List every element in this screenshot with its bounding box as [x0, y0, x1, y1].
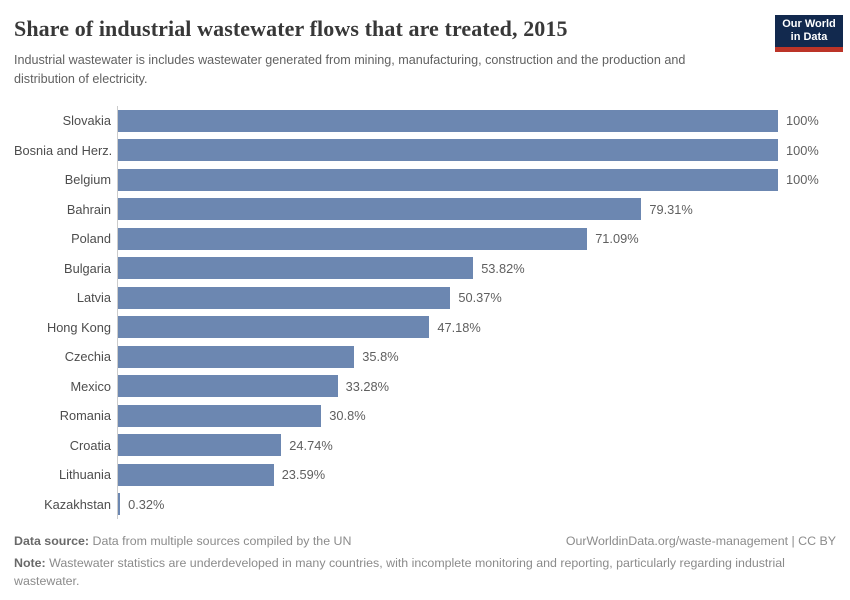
bar-row: Poland 71.09%: [14, 224, 836, 254]
bar[interactable]: [118, 463, 274, 486]
bar[interactable]: [118, 139, 778, 162]
bar[interactable]: [118, 109, 778, 132]
bar-track: 100%: [117, 165, 836, 195]
country-label: Bulgaria: [64, 260, 111, 276]
chart-header: Share of industrial wastewater flows tha…: [14, 15, 843, 89]
bar[interactable]: [118, 434, 282, 457]
bar-chart: Slovakia 100% Bosnia and Herz. 100% Belg…: [14, 106, 836, 519]
chart-footer: Data source: Data from multiple sources …: [14, 533, 836, 590]
bar-row: Croatia 24.74%: [14, 430, 836, 460]
bar-track: 50.37%: [117, 283, 836, 313]
value-label: 50.37%: [458, 290, 502, 306]
country-label: Romania: [59, 408, 111, 424]
value-label: 100%: [786, 172, 819, 188]
bar[interactable]: [118, 168, 778, 191]
country-label: Mexico: [70, 378, 111, 394]
bar[interactable]: [118, 316, 430, 339]
bar-row: Bahrain 79.31%: [14, 194, 836, 224]
bar-track: 35.8%: [117, 342, 836, 372]
country-label: Poland: [71, 231, 111, 247]
value-label: 79.31%: [649, 201, 693, 217]
value-label: 100%: [786, 142, 819, 158]
bar-row: Romania 30.8%: [14, 401, 836, 431]
note-label: Note:: [14, 556, 46, 570]
data-source-value: Data from multiple sources compiled by t…: [89, 534, 352, 548]
value-label: 24.74%: [289, 437, 333, 453]
bar-row: Belgium 100%: [14, 165, 836, 195]
bar-track: 71.09%: [117, 224, 836, 254]
country-label: Belgium: [64, 172, 111, 188]
bar[interactable]: [118, 345, 355, 368]
bar[interactable]: [118, 198, 642, 221]
bar[interactable]: [118, 227, 588, 250]
footer-source-line: Data source: Data from multiple sources …: [14, 533, 836, 550]
bar-row: Kazakhstan 0.32%: [14, 489, 836, 519]
bar[interactable]: [118, 493, 121, 516]
value-label: 47.18%: [437, 319, 481, 335]
owid-logo: Our World in Data: [775, 15, 843, 52]
bar-row: Bosnia and Herz. 100%: [14, 135, 836, 165]
country-label: Bosnia and Herz.: [14, 142, 113, 158]
bar-track: 47.18%: [117, 312, 836, 342]
owid-logo-line1: Our World: [782, 18, 836, 30]
footer-note: Note: Wastewater statistics are underdev…: [14, 554, 834, 590]
bar-track: 79.31%: [117, 194, 836, 224]
bar-row: Hong Kong 47.18%: [14, 312, 836, 342]
bar[interactable]: [118, 286, 451, 309]
bar-track: 53.82%: [117, 253, 836, 283]
value-label: 0.32%: [128, 496, 165, 512]
value-label: 35.8%: [362, 349, 399, 365]
note-text: Wastewater statistics are underdeveloped…: [14, 556, 785, 588]
bar-track: 100%: [117, 135, 836, 165]
value-label: 100%: [786, 113, 819, 129]
value-label: 71.09%: [595, 231, 639, 247]
data-source-label: Data source:: [14, 534, 90, 548]
owid-logo-line2: in Data: [790, 31, 828, 43]
bar-row: Bulgaria 53.82%: [14, 253, 836, 283]
chart-subtitle: Industrial wastewater is includes wastew…: [14, 53, 686, 86]
bar-track: 100%: [117, 106, 836, 136]
country-label: Kazakhstan: [44, 496, 111, 512]
country-label: Czechia: [64, 349, 111, 365]
bar-track: 30.8%: [117, 401, 836, 431]
page-title: Share of industrial wastewater flows tha…: [14, 16, 568, 41]
value-label: 30.8%: [329, 408, 366, 424]
country-label: Croatia: [69, 437, 111, 453]
bar[interactable]: [118, 404, 322, 427]
country-label: Latvia: [76, 290, 111, 306]
country-label: Slovakia: [62, 113, 111, 129]
value-label: 23.59%: [281, 467, 326, 483]
country-label: Lithuania: [59, 467, 111, 483]
bar-track: 33.28%: [117, 371, 836, 401]
bar-row: Latvia 50.37%: [14, 283, 836, 313]
bar-row: Slovakia 100%: [14, 106, 836, 136]
bar-track: 23.59%: [117, 460, 836, 490]
value-label: 53.82%: [481, 260, 525, 276]
bar[interactable]: [118, 375, 338, 398]
bar-track: 0.32%: [117, 489, 836, 519]
bar-row: Mexico 33.28%: [14, 371, 836, 401]
value-label: 33.28%: [345, 378, 389, 394]
bar-row: Lithuania 23.59%: [14, 460, 836, 490]
bar[interactable]: [118, 257, 474, 280]
bar-track: 24.74%: [117, 430, 836, 460]
owid-link[interactable]: OurWorldinData.org/waste-management | CC…: [565, 534, 836, 548]
bar-row: Czechia 35.8%: [14, 342, 836, 372]
country-label: Bahrain: [66, 201, 111, 217]
data-source-text: Data source: Data from multiple sources …: [14, 533, 351, 550]
country-label: Hong Kong: [46, 319, 111, 335]
